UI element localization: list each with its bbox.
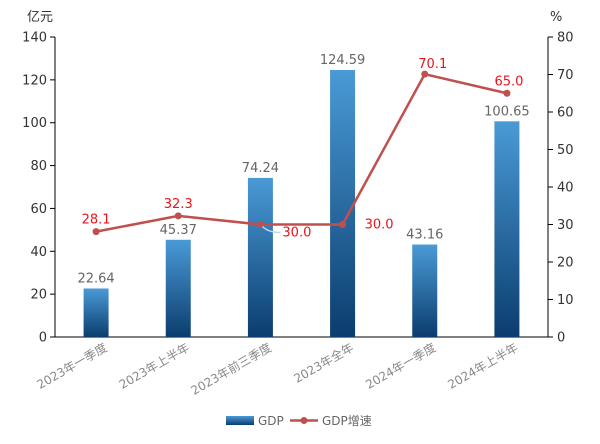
right-tick-label: 60 [557,106,574,121]
right-tick-label: 50 [557,143,574,158]
category-label: 2023年前三季度 [188,340,274,398]
gdp-bar-value-label: 100.65 [484,104,530,119]
gdp-growth-value-label: 70.1 [418,57,447,72]
gdp-growth-marker [174,212,182,220]
legend-growth-marker-icon [300,417,308,424]
gdp-growth-marker [339,221,347,228]
right-tick-label: 0 [557,331,565,346]
gdp-growth-value-label: 28.1 [82,213,111,228]
gdp-growth-value-label: 65.0 [494,74,523,89]
gdp-growth-line [92,70,511,236]
left-axis-unit: 亿元 [27,10,53,25]
legend: GDP GDP增速 [226,414,372,428]
legend-gdp-label: GDP [258,414,284,428]
right-tick-label: 20 [557,256,574,271]
category-label: 2024年一季度 [363,340,439,392]
gdp-growth-value-label: 30.0 [365,218,394,233]
gdp-growth-labels: 28.1 32.3 30.0 30.0 70.1 65.0 [82,57,524,240]
right-tick-label: 40 [557,181,574,196]
gdp-bar-labels: 22.64 45.37 74.24 124.59 43.16 100.65 [77,53,529,286]
right-axis-ticks: 0 10 20 30 40 50 60 70 80 [548,31,574,346]
left-tick-label: 60 [30,202,47,217]
gdp-bar-value-label: 74.24 [242,161,279,176]
category-label: 2023年上半年 [117,340,192,391]
gdp-bar-value-label: 124.59 [320,53,366,68]
gdp-bar [494,121,520,337]
gdp-bar [412,244,438,337]
gdp-bars [83,70,520,338]
left-tick-label: 140 [22,31,47,46]
left-axis-ticks: 0 20 40 60 80 100 120 140 [22,31,55,346]
legend-growth-label: GDP增速 [322,414,372,428]
left-tick-label: 100 [22,116,47,131]
category-label: 2023年全年 [291,340,356,386]
gdp-growth-value-label: 30.0 [282,226,311,241]
legend-gdp-swatch [226,416,254,425]
gdp-growth-marker [256,221,264,228]
left-tick-label: 20 [30,288,47,303]
gdp-growth-value-label: 32.3 [164,197,193,212]
gdp-bar [247,177,273,337]
gdp-bar [83,288,109,337]
gdp-bar-value-label: 45.37 [160,223,197,238]
gdp-bar [330,70,356,338]
right-tick-label: 70 [557,68,574,83]
gdp-growth-marker [421,70,429,78]
gdp-bar-value-label: 43.16 [406,228,443,243]
category-label: 2023年一季度 [34,340,110,392]
gdp-growth-marker [503,89,511,97]
right-axis-unit: % [550,10,562,25]
category-label: 2024年上半年 [445,340,520,391]
gdp-bar-value-label: 22.64 [77,271,114,286]
left-tick-label: 40 [30,245,47,260]
right-tick-label: 30 [557,218,574,233]
right-tick-label: 80 [557,31,574,46]
left-tick-label: 0 [39,331,47,346]
right-tick-label: 10 [557,293,574,308]
gdp-growth-polyline [95,72,508,233]
gdp-bar [165,239,191,337]
left-tick-label: 80 [30,159,47,174]
left-tick-label: 120 [22,73,47,88]
label-leader-line [261,225,281,234]
gdp-growth-marker [92,228,100,236]
